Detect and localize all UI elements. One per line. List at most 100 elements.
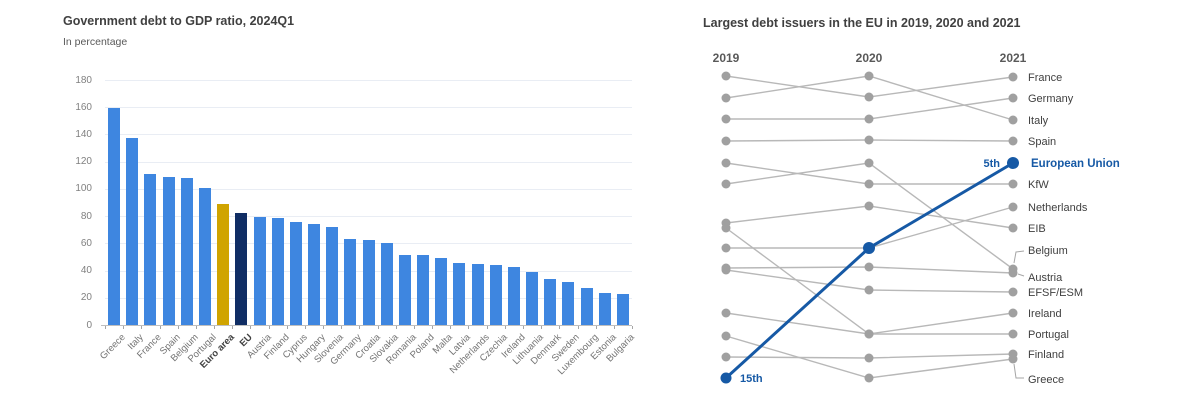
- y-axis-tick-label: 40: [80, 265, 92, 277]
- bar-germany: [344, 238, 357, 325]
- issuer-label-portugal: Portugal: [1028, 329, 1069, 341]
- bar-luxembourg: [580, 288, 593, 326]
- rank-dot-germany-2020: [864, 114, 874, 124]
- rank-dot-portugal-2019: [721, 223, 731, 233]
- rank-dot-france-2021: [1008, 72, 1018, 82]
- label-leader-line-greece: [1013, 363, 1024, 379]
- gridline: [105, 216, 632, 218]
- bar-malta: [435, 257, 448, 325]
- issuer-label-finland: Finland: [1028, 349, 1064, 361]
- gridline: [105, 107, 632, 109]
- x-axis-line: [101, 325, 632, 326]
- bar-slovenia: [326, 226, 339, 325]
- issuer-label-austria: Austria: [1028, 272, 1063, 284]
- x-axis-tick: [323, 326, 325, 329]
- rank-dot-european-union-2019: [720, 372, 732, 384]
- issuer-label-ireland: Ireland: [1028, 308, 1062, 320]
- bar-spain: [162, 176, 175, 325]
- bar-latvia: [453, 263, 466, 325]
- rank-dot-italy-2020: [864, 71, 874, 81]
- rank-annotation-5th: 5th: [984, 158, 1001, 170]
- bar-lithuania: [526, 271, 539, 325]
- x-axis-tick: [377, 326, 379, 329]
- bar-estonia: [598, 292, 611, 325]
- bar-france: [144, 174, 157, 325]
- x-axis-tick: [395, 326, 397, 329]
- bar-finland: [271, 218, 284, 325]
- rank-dot-european-union-2021: [1007, 157, 1019, 169]
- bar-slovakia: [380, 243, 393, 325]
- issuer-label-netherlands: Netherlands: [1028, 202, 1088, 214]
- rank-dot-france-2020: [864, 92, 874, 102]
- issuer-label-france: France: [1028, 72, 1062, 84]
- gridline: [105, 134, 632, 136]
- rank-dot-ireland-2021: [1008, 308, 1018, 318]
- x-axis-tick: [232, 326, 234, 329]
- bar-cyprus: [289, 221, 302, 325]
- bar-hungary: [308, 224, 320, 325]
- issuer-label-italy: Italy: [1028, 115, 1049, 127]
- rank-dot-italy-2019: [721, 93, 731, 103]
- x-axis-tick: [286, 326, 288, 329]
- label-leader-line-austria: [1017, 273, 1025, 277]
- rank-dot-finland-2020: [864, 353, 874, 363]
- bar-italy: [126, 137, 139, 325]
- rank-dot-greece-2019: [721, 331, 731, 341]
- issuer-label-efsf-esm: EFSF/ESM: [1028, 287, 1083, 299]
- x-axis-tick: [504, 326, 506, 329]
- x-axis-tick: [250, 326, 252, 329]
- x-axis-tick: [468, 326, 470, 329]
- bar-czechia: [489, 264, 502, 325]
- issuer-label-germany: Germany: [1028, 93, 1074, 105]
- y-axis-tick-label: 100: [75, 183, 92, 195]
- rank-dot-netherlands-2021: [1008, 202, 1018, 212]
- debt-issuers-bump-chart-panel: Largest debt issuers in the EU in 2019, …: [660, 0, 1184, 408]
- bump-chart-title: Largest debt issuers in the EU in 2019, …: [703, 16, 1021, 30]
- bar-austria: [253, 216, 266, 325]
- y-axis-tick-label: 80: [80, 210, 92, 222]
- rank-dot-netherlands-2019: [721, 243, 731, 253]
- x-axis-tick: [613, 326, 615, 329]
- bar-sweden: [562, 282, 575, 325]
- bar-netherlands: [471, 263, 484, 325]
- bar-eu: [235, 213, 248, 325]
- x-axis-tick: [304, 326, 306, 329]
- bar-denmark: [544, 279, 557, 325]
- issuer-label-kfw: KfW: [1028, 179, 1049, 191]
- x-axis-tick: [632, 326, 633, 329]
- rank-dot-kfw-2020: [864, 179, 874, 189]
- x-axis-tick: [577, 326, 579, 329]
- x-axis-tick: [413, 326, 415, 329]
- issuer-label-european-union: European Union: [1031, 158, 1120, 170]
- bar-chart-title: Government debt to GDP ratio, 2024Q1: [63, 14, 295, 28]
- rank-dot-germany-2019: [721, 114, 731, 124]
- rank-dot-kfw-2019: [721, 158, 731, 168]
- x-axis-tick: [195, 326, 197, 329]
- x-axis-tick: [177, 326, 179, 329]
- x-axis-tick: [214, 326, 215, 329]
- bar-bulgaria: [616, 294, 629, 325]
- rank-dot-european-union-2020: [863, 242, 875, 254]
- rank-dot-belgium-2020: [864, 158, 874, 168]
- x-axis-tick: [450, 326, 452, 329]
- rank-dot-eib-2020: [864, 201, 874, 211]
- rank-dot-ireland-2019: [721, 308, 731, 318]
- issuer-label-spain: Spain: [1028, 136, 1056, 148]
- issuer-label-belgium: Belgium: [1028, 245, 1068, 257]
- gridline: [105, 80, 632, 81]
- rank-dot-greece-2020: [864, 373, 874, 383]
- x-axis-tick: [159, 326, 161, 329]
- gridline: [105, 188, 632, 190]
- rank-dot-finland-2019: [721, 352, 731, 362]
- bar-romania: [398, 254, 411, 325]
- x-axis-tick: [541, 326, 543, 329]
- y-axis-tick-label: 160: [75, 101, 92, 113]
- bar-croatia: [362, 239, 375, 325]
- rank-annotation-15th: 15th: [740, 373, 763, 385]
- rank-dot-spain-2021: [1008, 136, 1018, 146]
- rank-dot-spain-2020: [864, 135, 874, 145]
- x-axis-tick: [341, 326, 343, 329]
- x-axis-tick: [268, 326, 270, 329]
